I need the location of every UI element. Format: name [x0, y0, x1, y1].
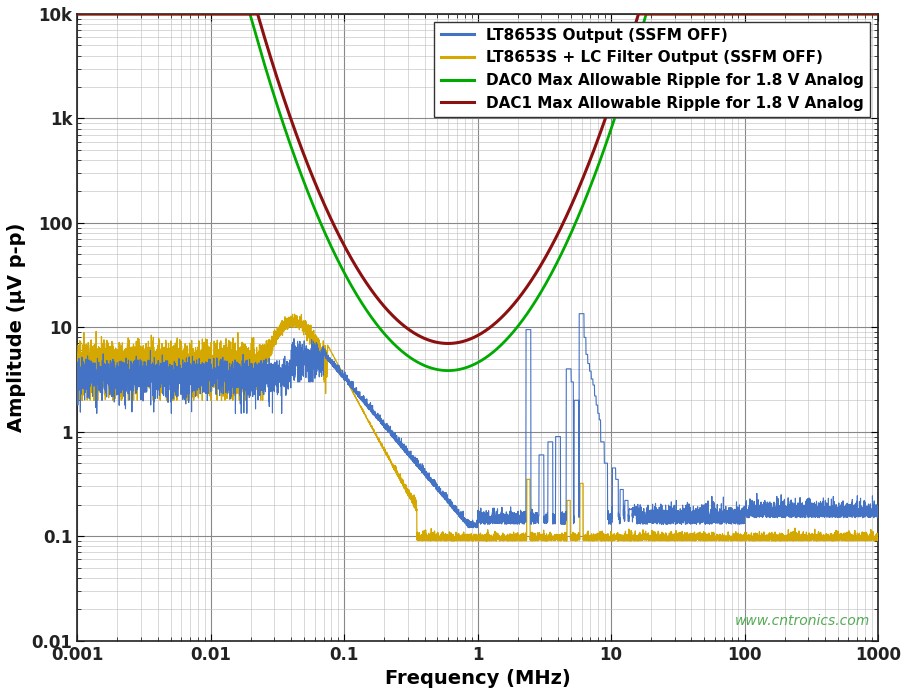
Text: www.cntronics.com: www.cntronics.com: [735, 614, 870, 628]
X-axis label: Frequency (MHz): Frequency (MHz): [385, 669, 570, 688]
Y-axis label: Amplitude (μV p-p): Amplitude (μV p-p): [7, 222, 26, 432]
Legend: LT8653S Output (SSFM OFF), LT8653S + LC Filter Output (SSFM OFF), DAC0 Max Allow: LT8653S Output (SSFM OFF), LT8653S + LC …: [435, 22, 871, 117]
